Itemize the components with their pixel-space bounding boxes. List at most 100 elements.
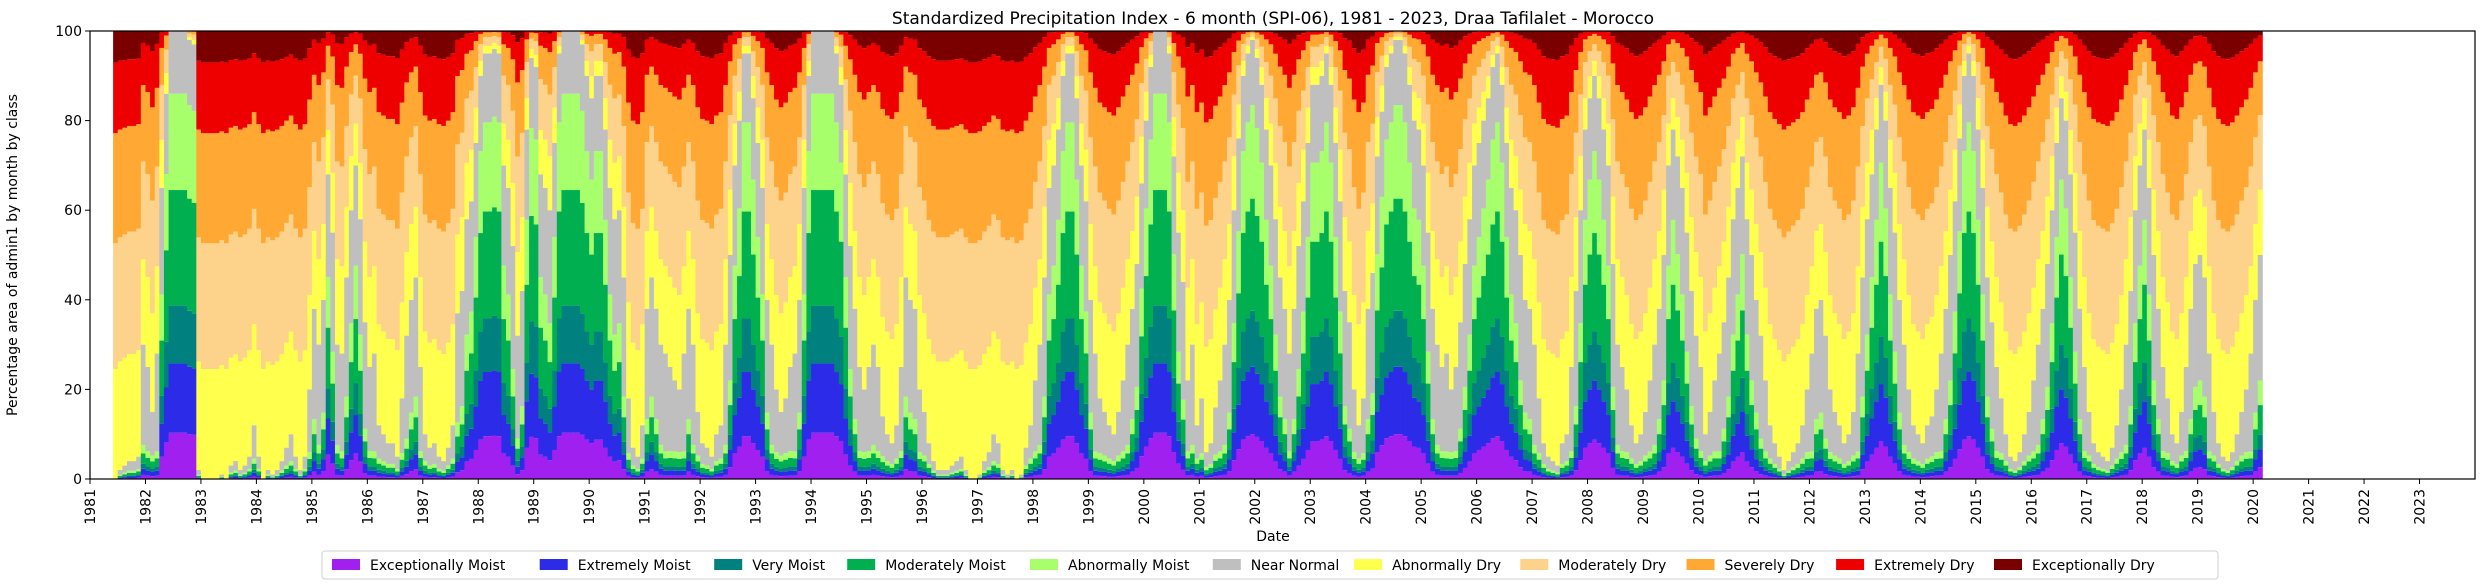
month-column [385,31,391,479]
area-segment [1906,31,1912,49]
area-segment [1222,468,1228,475]
month-column [1740,31,1746,479]
area-segment [995,339,1001,444]
area-segment [700,472,706,475]
month-column [256,31,262,479]
area-segment [2040,31,2046,40]
area-segment [1324,318,1330,373]
area-segment [399,192,405,303]
area-segment [1883,120,1889,209]
month-column [219,31,225,479]
month-column [1758,31,1764,479]
area-segment [487,32,493,38]
area-segment [894,53,900,113]
area-segment [1559,339,1565,444]
area-segment [2054,41,2060,68]
area-segment [889,477,895,479]
area-segment [1573,424,1579,447]
area-segment [1652,463,1658,469]
area-segment [381,473,387,477]
area-segment [783,459,789,468]
area-segment [1837,458,1843,464]
area-segment [1763,451,1769,459]
month-column [1005,31,1011,479]
area-segment [441,31,447,60]
area-segment [173,305,179,364]
month-column [1069,31,1075,479]
area-segment [288,31,294,55]
area-segment [464,162,470,220]
area-segment [1693,335,1699,439]
area-segment [293,350,299,457]
area-segment [1532,259,1538,345]
area-segment [302,228,308,351]
area-segment [2049,408,2055,433]
month-column [727,31,733,479]
area-segment [921,411,927,456]
area-segment [672,475,678,479]
area-segment [1823,474,1829,479]
area-segment [1333,107,1339,143]
area-segment [1670,129,1676,220]
area-segment [145,451,151,458]
area-segment [251,425,257,459]
area-segment [598,43,604,61]
area-segment [677,187,683,296]
area-segment [824,432,830,479]
area-segment [1458,31,1464,41]
area-segment [1116,313,1122,412]
area-segment [1264,362,1270,402]
area-segment [1425,232,1431,352]
area-segment [1555,60,1561,128]
area-segment [750,98,756,180]
area-segment [1527,230,1533,309]
area-segment [1675,254,1681,311]
area-segment [843,79,849,130]
area-segment [797,223,803,300]
area-segment [542,294,548,341]
area-segment [1767,324,1773,426]
month-column [686,31,692,479]
area-segment [1129,471,1135,479]
area-segment [311,419,317,435]
area-segment [940,60,946,130]
area-segment [1818,299,1824,413]
area-segment [2086,51,2092,108]
area-segment [603,447,609,479]
area-segment [704,447,710,466]
area-segment [247,475,253,478]
area-segment [1485,179,1491,255]
area-segment [2045,451,2051,468]
area-segment [154,451,160,459]
area-segment [1069,32,1075,38]
area-segment [163,93,169,174]
area-segment [1356,469,1362,473]
month-column [1643,31,1649,479]
area-segment [977,476,983,478]
area-segment [330,104,336,173]
area-segment [122,476,128,478]
area-segment [995,474,1001,478]
area-segment [1975,62,1981,99]
area-segment [2054,31,2060,42]
area-segment [1236,104,1242,139]
area-segment [1522,412,1528,430]
area-segment [1416,401,1422,448]
area-segment [1550,59,1556,126]
area-segment [1643,107,1649,201]
area-segment [228,477,234,479]
area-segment [1536,192,1542,303]
area-segment [1656,74,1662,143]
area-segment [237,475,243,478]
area-segment [866,174,872,277]
area-segment [1874,447,1880,479]
area-segment [274,129,280,238]
area-segment [1790,122,1796,226]
area-segment [529,128,535,216]
area-segment [265,475,271,478]
area-segment [1019,131,1025,241]
area-segment [1994,466,2000,471]
area-segment [510,465,516,479]
area-segment [159,395,165,424]
area-segment [348,362,354,409]
